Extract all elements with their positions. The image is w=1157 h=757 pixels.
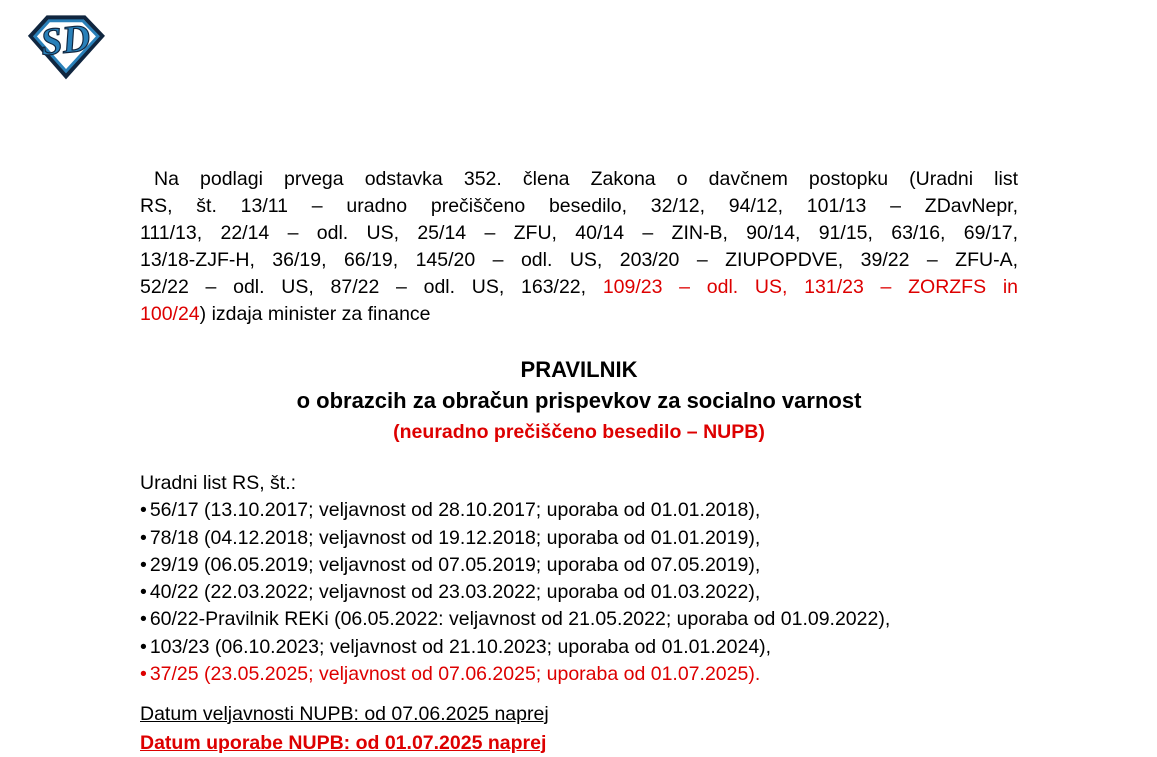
document-note-nupb: (neuradno prečiščeno besedilo – NUPB) xyxy=(140,420,1018,444)
intro-text: Na podlagi prvega odstavka 352. člena Za… xyxy=(154,168,1018,190)
footer-dates: Datum veljavnosti NUPB: od 07.06.2025 na… xyxy=(140,700,1018,757)
gazette-item: 103/23 (06.10.2023; veljavnost od 21.10.… xyxy=(140,634,1060,661)
intro-text: RS, št. 13/11 – uradno prečiščeno besedi… xyxy=(140,195,1018,217)
validity-date-line: Datum veljavnosti NUPB: od 07.06.2025 na… xyxy=(140,700,1018,729)
gazette-item: 60/22-Pravilnik REKi (06.05.2022: veljav… xyxy=(140,606,1060,633)
gazette-list: 56/17 (13.10.2017; veljavnost od 28.10.2… xyxy=(140,497,1060,688)
intro-text-red: 100/24 xyxy=(140,303,200,325)
sd-diamond-logo: SD xyxy=(24,10,108,82)
intro-line: 100/24) izdaja minister za finance xyxy=(140,301,1018,328)
gazette-item: 78/18 (04.12.2018; veljavnost od 19.12.2… xyxy=(140,525,1060,552)
gazette-section: Uradni list RS, št.: 56/17 (13.10.2017; … xyxy=(140,470,1060,688)
intro-line: 52/22 – odl. US, 87/22 – odl. US, 163/22… xyxy=(140,274,1018,301)
document-title: PRAVILNIK xyxy=(140,354,1018,385)
intro-text: 111/13, 22/14 – odl. US, 25/14 – ZFU, 40… xyxy=(140,222,1018,244)
intro-text: ) izdaja minister za finance xyxy=(200,303,431,325)
sd-diamond-logo-icon: SD xyxy=(24,10,108,82)
title-block: PRAVILNIK o obrazcih za obračun prispevk… xyxy=(140,354,1018,444)
gazette-item: 56/17 (13.10.2017; veljavnost od 28.10.2… xyxy=(140,497,1060,524)
gazette-heading: Uradni list RS, št.: xyxy=(140,470,1060,497)
intro-paragraph: Na podlagi prvega odstavka 352. člena Za… xyxy=(140,166,1018,328)
document-subtitle: o obrazcih za obračun prispevkov za soci… xyxy=(140,385,1018,416)
intro-line: RS, št. 13/11 – uradno prečiščeno besedi… xyxy=(140,193,1018,220)
intro-line: 111/13, 22/14 – odl. US, 25/14 – ZFU, 40… xyxy=(140,220,1018,247)
intro-text-red: 109/23 – odl. US, 131/23 – ZORZFS in xyxy=(603,276,1018,298)
intro-line: Na podlagi prvega odstavka 352. člena Za… xyxy=(140,166,1018,193)
gazette-item: 40/22 (22.03.2022; veljavnost od 23.03.2… xyxy=(140,579,1060,606)
gazette-item: 37/25 (23.05.2025; veljavnost od 07.06.2… xyxy=(140,661,1060,688)
logo-letters: SD xyxy=(39,17,93,64)
gazette-item: 29/19 (06.05.2019; veljavnost od 07.05.2… xyxy=(140,552,1060,579)
intro-text: 13/18-ZJF-H, 36/19, 66/19, 145/20 – odl.… xyxy=(140,249,1018,271)
intro-text: 52/22 – odl. US, 87/22 – odl. US, 163/22… xyxy=(140,276,603,298)
intro-line: 13/18-ZJF-H, 36/19, 66/19, 145/20 – odl.… xyxy=(140,247,1018,274)
